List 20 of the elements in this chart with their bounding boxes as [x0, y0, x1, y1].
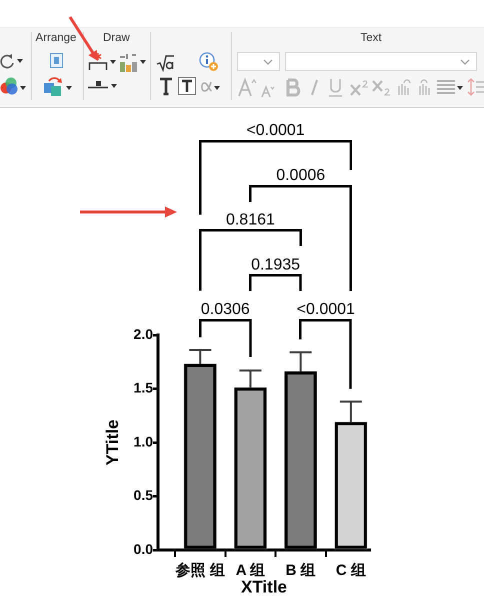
y-axis-title: YTitle [102, 420, 122, 466]
text: 0.1935 [251, 256, 300, 274]
x-tick-label: B 组 [286, 562, 316, 580]
text: 0.8161 [226, 212, 276, 229]
x-tick-label: C 组 [336, 562, 366, 580]
y-tick-label: 2.0 [134, 326, 154, 342]
x-axis-title: XTitle [241, 577, 287, 596]
y-tick-label: 0.0 [134, 540, 154, 557]
text: <0.0001 [246, 122, 305, 140]
x-tick-label: 参照 组 [174, 562, 225, 580]
x-tick-label: A 组 [236, 562, 266, 580]
y-tick-label: 0.5 [134, 487, 154, 504]
text: 0.0006 [276, 166, 326, 184]
y-tick-label: 1.5 [134, 380, 154, 396]
y-tick-label: 1.0 [134, 433, 154, 450]
text: Draw [103, 32, 130, 44]
text: Arrange [36, 32, 76, 44]
text: 0.0306 [200, 301, 250, 318]
text: <0.0001 [296, 301, 356, 318]
text: Text [360, 32, 382, 44]
